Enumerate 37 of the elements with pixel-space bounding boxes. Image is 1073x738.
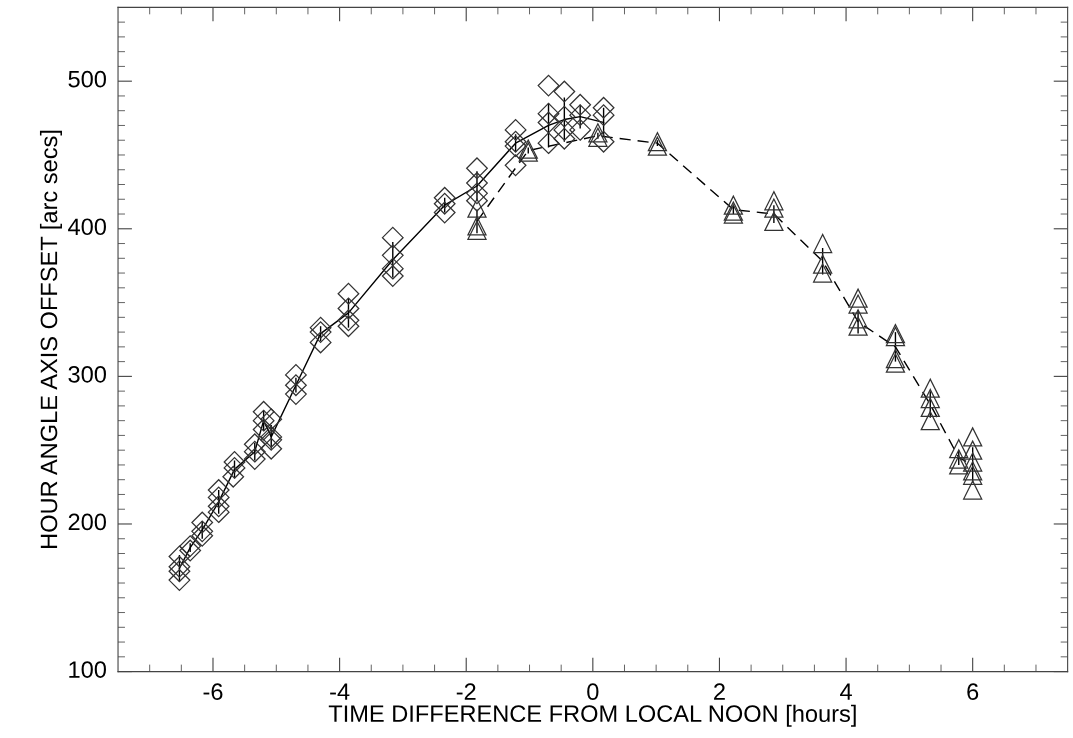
y-tick-label: 100	[69, 661, 106, 678]
point	[848, 288, 868, 308]
point	[812, 233, 833, 254]
point	[764, 191, 784, 211]
point	[963, 452, 983, 472]
point	[963, 427, 983, 447]
x-axis-title: TIME DIFFERENCE FROM LOCAL NOON [hours]	[328, 704, 856, 727]
point	[949, 439, 969, 459]
point	[949, 449, 969, 469]
point	[920, 411, 940, 431]
point	[848, 294, 868, 314]
y-tick-label: 500	[68, 70, 106, 88]
point	[963, 440, 983, 460]
x-tick-label: 4	[840, 683, 852, 700]
point	[920, 378, 940, 398]
point	[812, 263, 833, 283]
x-tick-label: 6	[967, 683, 979, 701]
y-tick-label: 400	[68, 218, 106, 236]
x-tick-label: -2	[456, 683, 476, 700]
point	[848, 309, 868, 329]
point	[812, 254, 833, 274]
point	[920, 388, 940, 409]
y-tick-label: 200	[68, 513, 106, 531]
point	[467, 198, 487, 218]
y-axis-title: HOUR ANGLE AXIS OFFSET [arc secs]	[39, 130, 62, 548]
point	[764, 198, 784, 218]
point	[963, 480, 983, 500]
x-tick-label: -6	[203, 683, 223, 701]
point	[920, 397, 940, 418]
x-tick-label: 2	[714, 683, 725, 700]
x-tick-label: -4	[330, 683, 350, 700]
x-tick-label: 0	[587, 683, 599, 701]
point	[848, 316, 868, 336]
point	[949, 455, 969, 475]
point	[723, 195, 744, 215]
point	[764, 211, 784, 232]
y-tick-label: 300	[68, 366, 106, 383]
